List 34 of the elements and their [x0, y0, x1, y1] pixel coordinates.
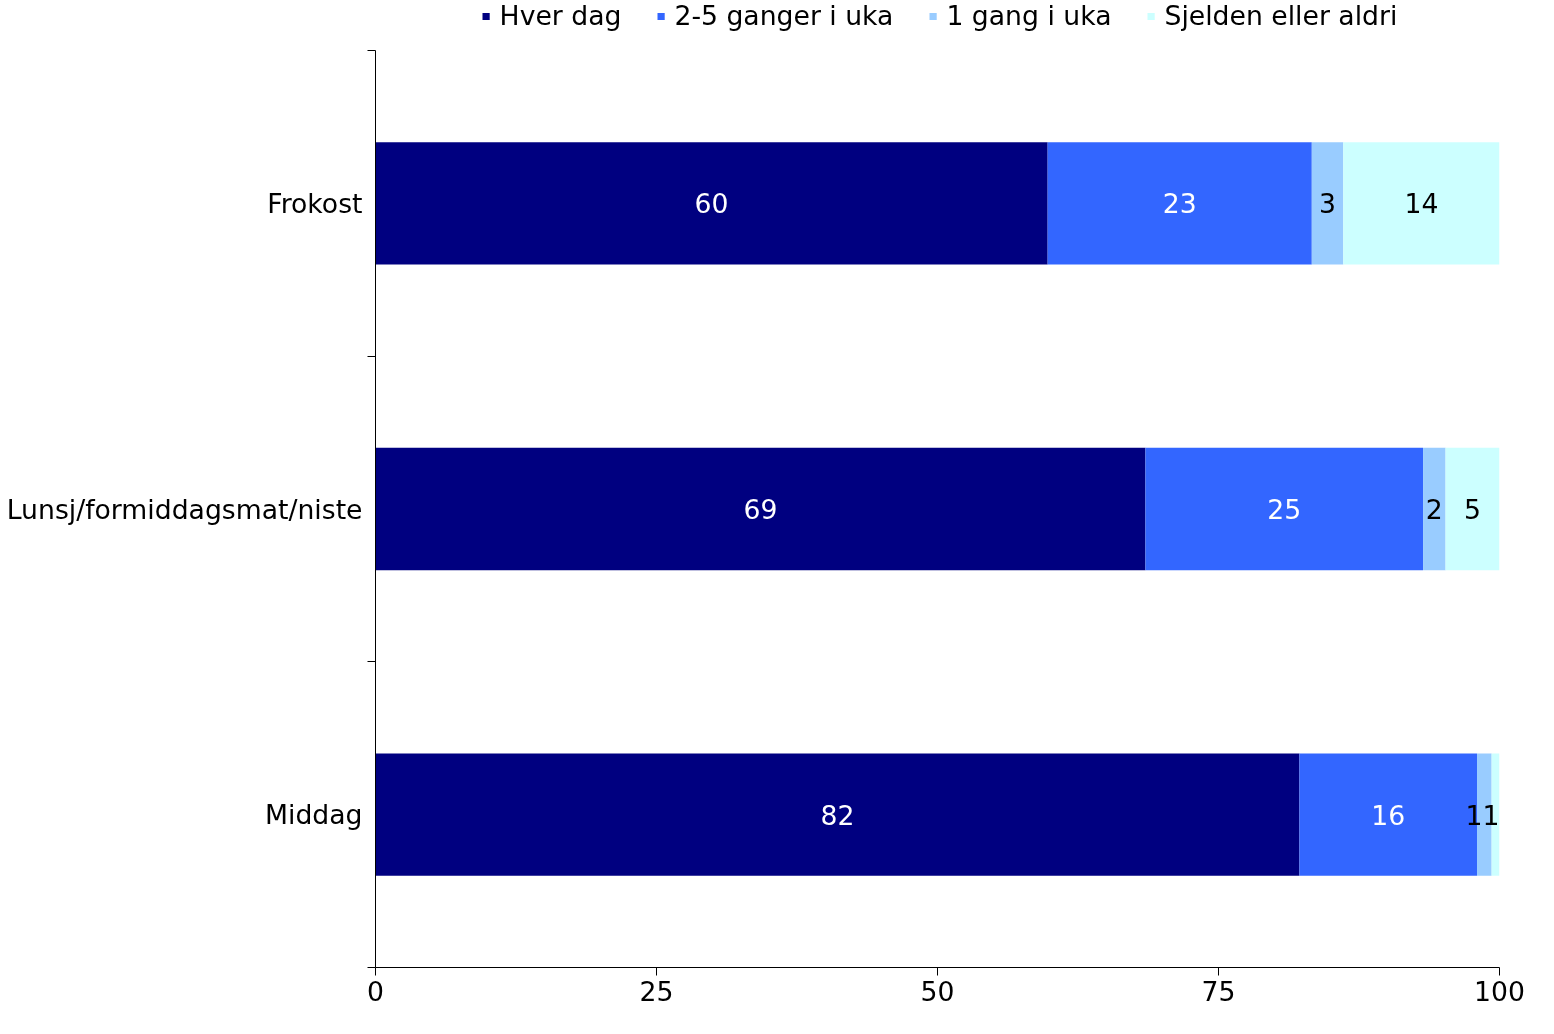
x-tick-label: 100: [1474, 975, 1525, 1007]
bar: [1311, 142, 1344, 265]
data-label: 16: [1371, 799, 1406, 831]
data-label: 5: [1464, 494, 1482, 525]
x-tick-label: 50: [920, 975, 955, 1007]
data-label: 1: [1465, 799, 1483, 831]
data-label: 2: [1425, 494, 1443, 525]
bar: [1299, 753, 1478, 876]
data-label: 14: [1404, 188, 1439, 220]
y-tick-label: Middag: [265, 799, 363, 831]
y-tick-label: Lunsj/formiddagsmat/niste: [6, 493, 363, 525]
data-label: 1: [1482, 799, 1500, 831]
bar: [1145, 447, 1424, 571]
bar: [375, 447, 1146, 571]
x-tick-label: 25: [639, 975, 674, 1007]
y-tick-label: Frokost: [267, 187, 363, 219]
data-label: 3: [1319, 188, 1337, 220]
data-label: 82: [820, 799, 855, 831]
legend-label: 2-5 ganger i uka: [674, 0, 894, 31]
bar: [1423, 447, 1446, 571]
x-tick-label: 75: [1201, 975, 1236, 1007]
data-label: 60: [694, 188, 729, 220]
bar: [1343, 142, 1500, 265]
x-tick-label: 0: [367, 975, 384, 1007]
data-label: 69: [743, 494, 778, 525]
bar: [375, 753, 1300, 876]
bar: [375, 142, 1048, 265]
bar: [1445, 447, 1500, 571]
data-label: 25: [1267, 494, 1302, 525]
legend-label: 1 gang i uka: [946, 0, 1112, 31]
legend-label: Hver dag: [499, 0, 622, 31]
data-label: 23: [1162, 188, 1197, 220]
legend-label: Sjelden eller aldri: [1164, 0, 1398, 31]
bar: [1047, 142, 1312, 265]
